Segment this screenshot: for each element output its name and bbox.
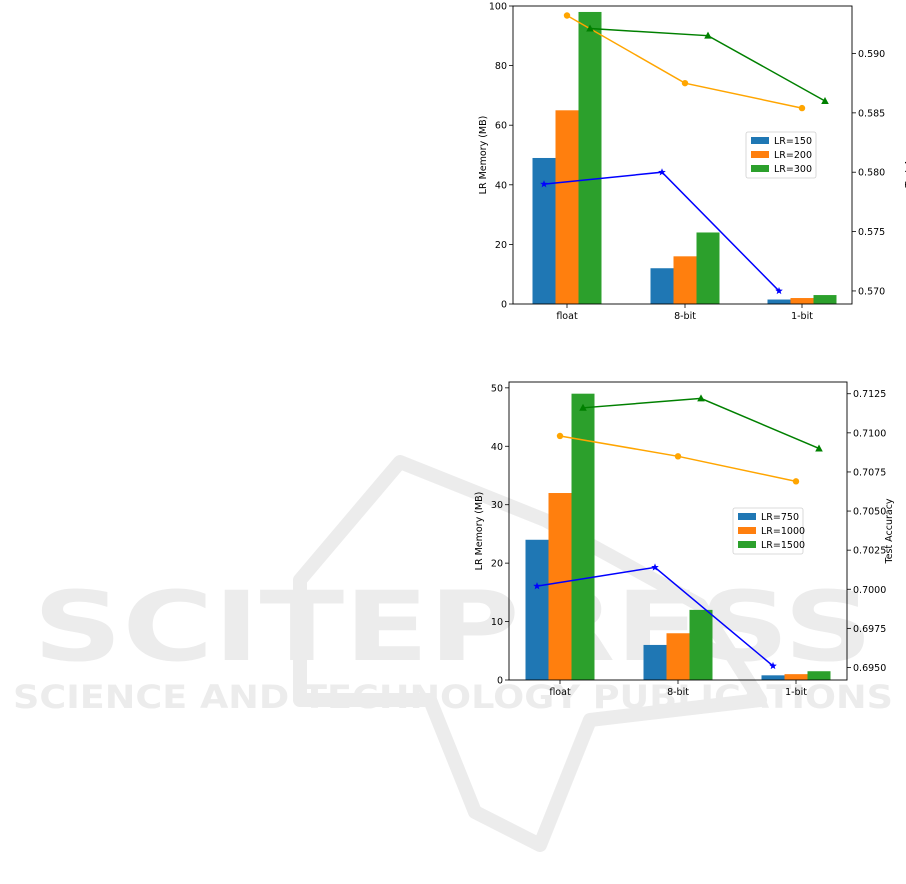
watermark-emblem [293, 455, 767, 852]
legend-label: LR=150 [774, 136, 812, 147]
accuracy-point-lr-200-1-bit [798, 104, 806, 112]
y-right-tick-label: 0.585 [858, 108, 885, 119]
legend-label: LR=750 [761, 512, 799, 523]
x-tick-label: 1-bit [785, 687, 807, 698]
bar-lr-300-8-bit [696, 232, 720, 304]
accuracy-point-lr-150-8-bit [658, 168, 666, 176]
bar-lr-1500-8-bit [689, 609, 713, 680]
bar-lr-750-1-bit [761, 675, 785, 680]
x-tick-label: float [556, 311, 578, 322]
y-right-tick-label: 0.6975 [853, 624, 886, 635]
accuracy-point-lr-1500-float [579, 403, 587, 411]
bar-lr-1000-8-bit [666, 633, 690, 680]
y-tick-label: 50 [491, 383, 503, 394]
y-tick-label: 30 [491, 500, 503, 511]
bar-lr-1000-float [548, 493, 572, 680]
bar-lr-200-1-bit [790, 298, 814, 304]
y-right-tick-label: 0.590 [858, 49, 885, 60]
bar-lr-750-float [525, 539, 549, 680]
legend-swatch [751, 165, 769, 172]
accuracy-point-lr-1000-float [556, 432, 564, 440]
bar-lr-200-float [555, 110, 579, 304]
accuracy-point-lr-150-1-bit [775, 286, 783, 295]
y-right-tick-label: 0.580 [858, 168, 885, 179]
y-tick-label: 40 [491, 442, 503, 453]
y-right-tick-label: 0.7050 [853, 507, 886, 518]
legend-label: LR=200 [774, 150, 812, 161]
legend-swatch [738, 513, 756, 520]
bar-lr-1500-float [571, 393, 595, 680]
accuracy-point-lr-200-float [563, 12, 571, 19]
legend-swatch [751, 137, 769, 144]
watermark-title: SCITEPRESS [33, 571, 873, 683]
bar-lr-150-float [532, 157, 556, 304]
accuracy-point-lr-1500-1-bit [815, 444, 823, 452]
y-right-tick-label: 0.575 [858, 227, 885, 238]
bar-lr-1000-1-bit [784, 674, 808, 680]
accuracy-point-lr-1000-8-bit [674, 453, 682, 460]
y-right-tick-label: 0.570 [858, 286, 885, 297]
y-tick-label: 60 [495, 121, 507, 132]
bar-lr-300-1-bit [813, 295, 837, 304]
bar-lr-150-1-bit [767, 299, 791, 304]
bar-lr-300-float [578, 11, 602, 305]
legend: LR=750 LR=1000 LR=1500 [732, 507, 805, 555]
y-tick-label: 20 [491, 559, 503, 570]
legend-swatch [751, 151, 769, 158]
y-right-tick-label: 0.7025 [853, 546, 886, 557]
y-right-axis-label: Test Accuracy [904, 122, 906, 188]
y-tick-label: 0 [497, 676, 503, 687]
accuracy-point-lr-1500-8-bit [697, 394, 705, 402]
y-right-tick-label: 0.7100 [853, 428, 886, 439]
bar-lr-150-8-bit [650, 268, 674, 304]
legend-swatch [738, 541, 756, 548]
bar-lr-200-8-bit [673, 256, 697, 304]
y-right-axis-label: Test Accuracy [884, 498, 895, 564]
legend-label: LR=300 [774, 164, 812, 175]
legend: LR=150 LR=200 LR=300 [745, 131, 817, 179]
y-right-tick-label: 0.7075 [853, 467, 886, 478]
y-right-tick-label: 0.6950 [853, 663, 886, 674]
y-tick-label: 0 [501, 300, 507, 311]
legend-swatch [738, 527, 756, 534]
x-tick-label: 8-bit [674, 311, 696, 322]
accuracy-line-lr-1500 [582, 397, 820, 450]
accuracy-point-lr-300-8-bit [704, 31, 712, 39]
accuracy-point-lr-300-1-bit [821, 96, 829, 104]
x-tick-label: 1-bit [791, 311, 813, 322]
accuracy-point-lr-300-float [586, 24, 594, 32]
y-right-tick-label: 0.7125 [853, 389, 886, 400]
accuracy-point-lr-750-8-bit [651, 563, 659, 571]
accuracy-point-lr-750-float [533, 582, 541, 590]
y-right-tick-label: 0.7000 [853, 585, 886, 596]
y-tick-label: 40 [495, 180, 507, 191]
x-tick-label: float [549, 687, 571, 698]
legend-label: LR=1000 [761, 526, 805, 537]
accuracy-point-lr-1000-1-bit [792, 478, 800, 485]
bar-lr-750-8-bit [643, 644, 667, 680]
y-tick-label: 10 [491, 617, 503, 628]
accuracy-point-lr-200-8-bit [681, 79, 689, 87]
accuracy-point-lr-750-1-bit [769, 661, 777, 670]
accuracy-point-lr-150-float [540, 180, 548, 188]
y-tick-label: 80 [495, 61, 507, 72]
watermark-subtitle: SCIENCE AND TECHNOLOGY PUBLICATIONS [13, 678, 893, 716]
y-tick-label: 100 [489, 2, 507, 13]
y-axis-label: LR Memory (MB) [474, 492, 485, 571]
y-axis-label: LR Memory (MB) [478, 116, 489, 195]
bar-lr-1500-1-bit [807, 671, 831, 680]
y-tick-label: 20 [495, 240, 507, 251]
x-tick-label: 8-bit [667, 687, 689, 698]
legend-label: LR=1500 [761, 540, 805, 551]
plot-frame [512, 5, 853, 305]
